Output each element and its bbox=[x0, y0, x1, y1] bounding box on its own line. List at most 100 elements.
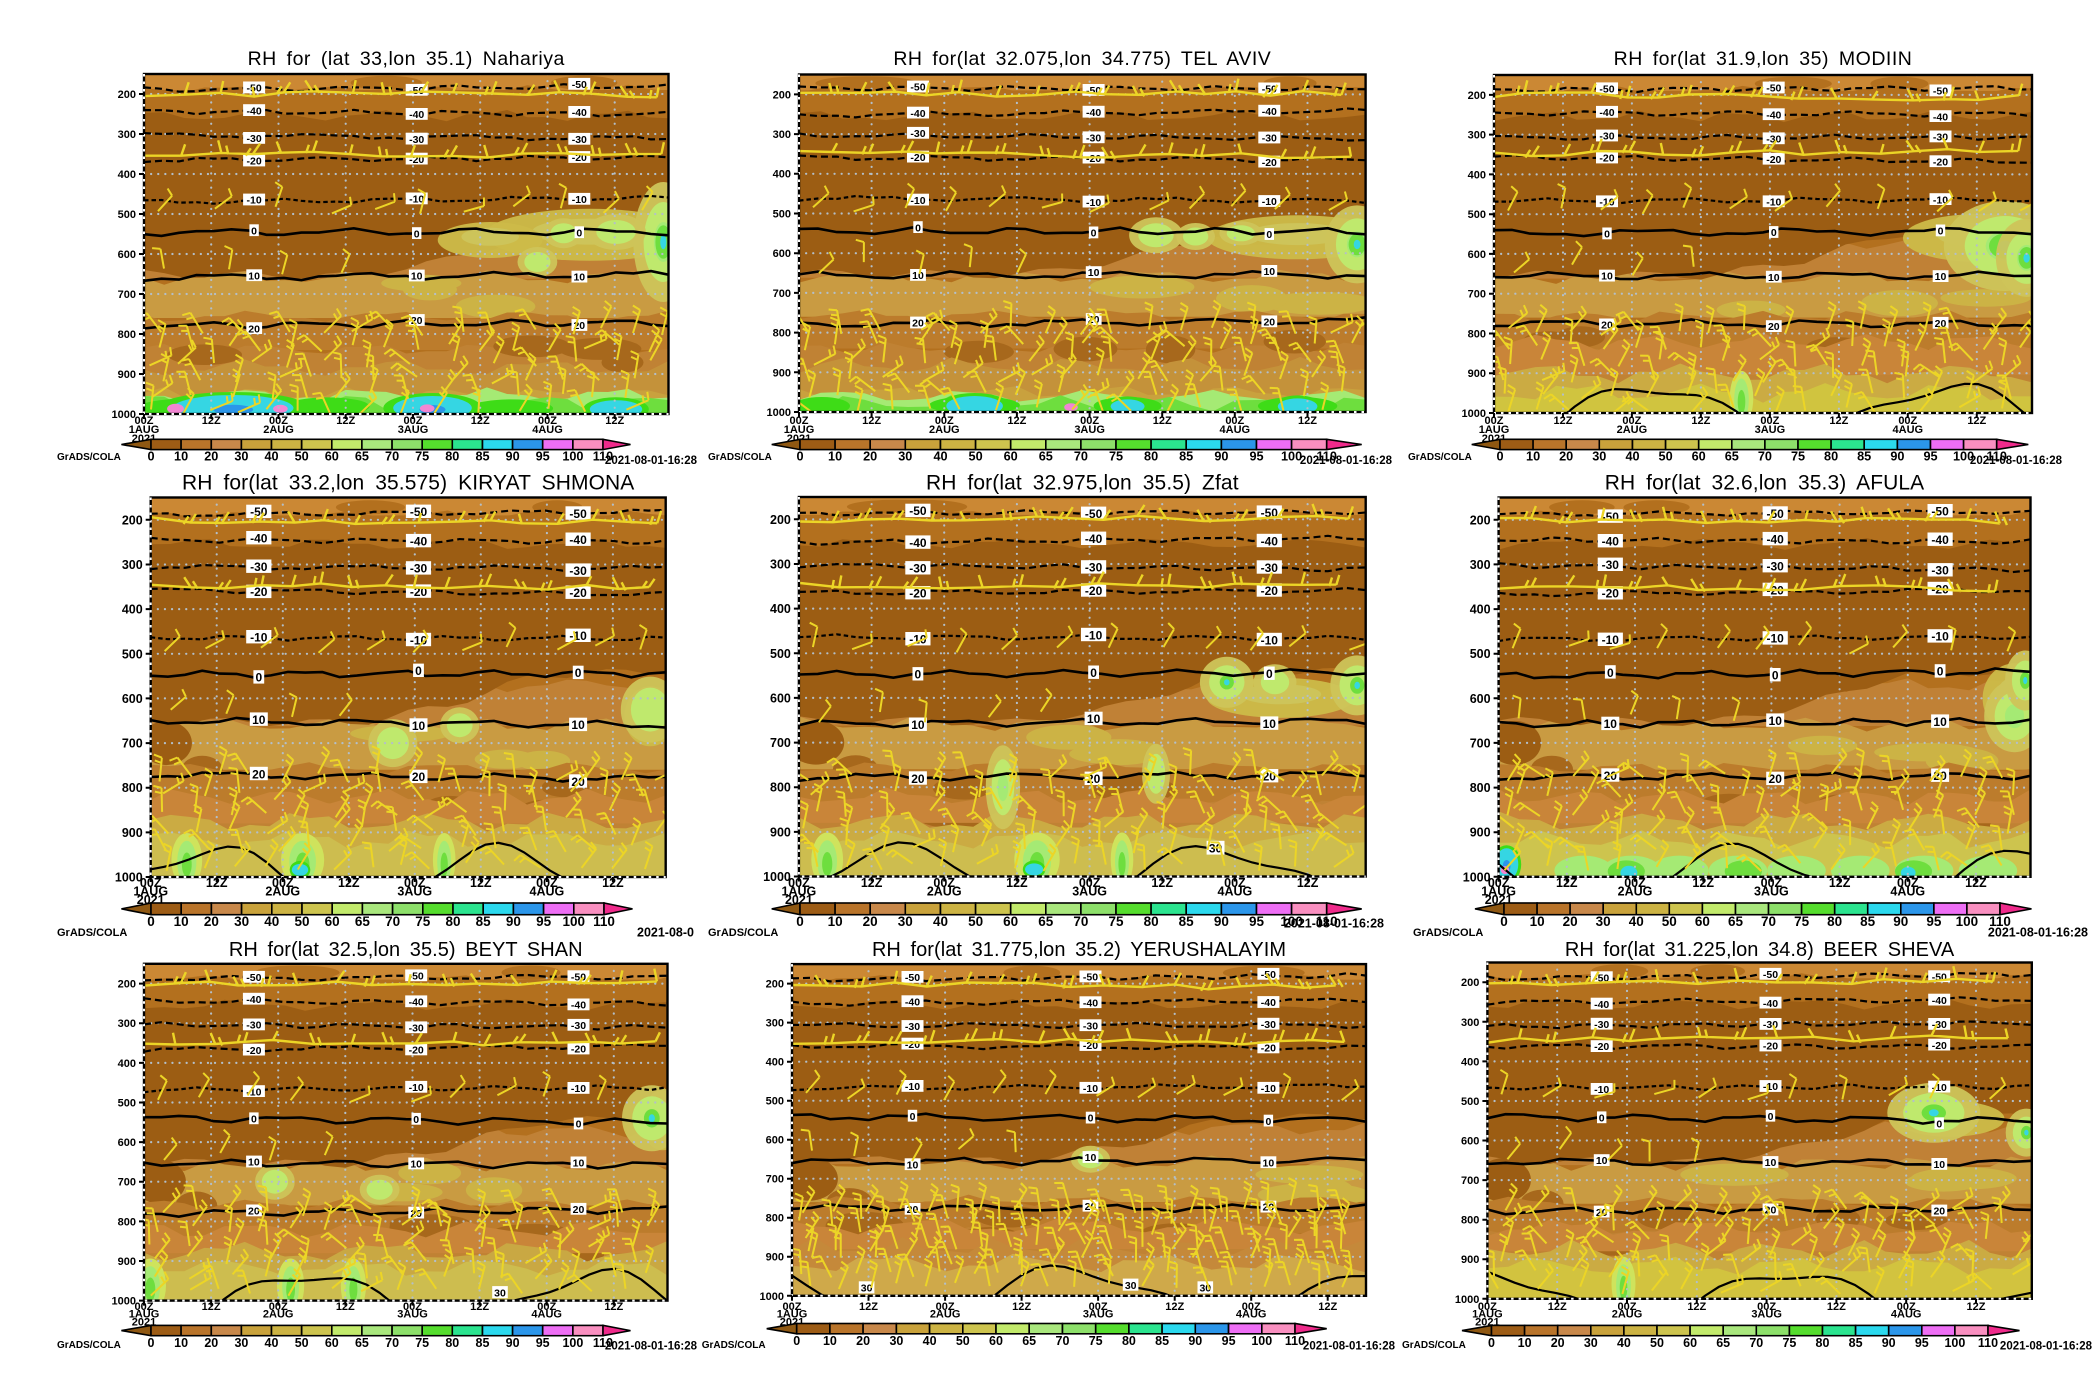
svg-text:-30: -30 bbox=[1933, 132, 1948, 144]
svg-text:300: 300 bbox=[118, 1018, 136, 1030]
svg-text:-30: -30 bbox=[910, 128, 925, 140]
svg-text:30: 30 bbox=[494, 1287, 506, 1299]
svg-text:0: 0 bbox=[1266, 229, 1272, 241]
svg-text:12Z: 12Z bbox=[1967, 415, 1986, 427]
svg-text:0: 0 bbox=[1768, 1111, 1774, 1123]
svg-text:00Z: 00Z bbox=[272, 876, 294, 890]
svg-text:20: 20 bbox=[412, 770, 426, 784]
svg-text:-20: -20 bbox=[1083, 1040, 1098, 1052]
svg-text:10: 10 bbox=[1933, 1159, 1945, 1171]
svg-text:95: 95 bbox=[1222, 1334, 1236, 1348]
svg-text:2AUG: 2AUG bbox=[929, 424, 960, 436]
svg-text:3AUG: 3AUG bbox=[398, 424, 429, 436]
svg-text:2021-08-01-16:28: 2021-08-01-16:28 bbox=[605, 1341, 698, 1353]
svg-text:00Z: 00Z bbox=[537, 1301, 556, 1313]
svg-text:2AUG: 2AUG bbox=[263, 1309, 294, 1321]
svg-text:-50: -50 bbox=[910, 82, 925, 94]
svg-text:12Z: 12Z bbox=[604, 1301, 623, 1313]
svg-text:65: 65 bbox=[1022, 1334, 1036, 1348]
svg-text:40: 40 bbox=[264, 450, 278, 464]
svg-text:12Z: 12Z bbox=[1691, 415, 1710, 427]
svg-text:10: 10 bbox=[911, 718, 925, 732]
svg-text:-50: -50 bbox=[909, 504, 927, 518]
svg-text:10: 10 bbox=[912, 270, 924, 282]
svg-text:500: 500 bbox=[773, 208, 791, 220]
svg-text:GrADS/COLA: GrADS/COLA bbox=[702, 1340, 766, 1351]
svg-text:12Z: 12Z bbox=[1298, 415, 1317, 427]
svg-text:12Z: 12Z bbox=[1318, 1301, 1337, 1313]
svg-text:12Z: 12Z bbox=[1556, 876, 1578, 890]
svg-text:20: 20 bbox=[1563, 914, 1578, 929]
svg-text:95: 95 bbox=[1915, 1336, 1929, 1350]
svg-text:50: 50 bbox=[968, 914, 983, 929]
svg-text:0: 0 bbox=[1088, 1113, 1094, 1125]
svg-text:10: 10 bbox=[1768, 272, 1780, 284]
svg-text:12Z: 12Z bbox=[605, 415, 624, 427]
svg-text:00Z: 00Z bbox=[783, 1301, 802, 1313]
svg-text:-10: -10 bbox=[571, 1083, 586, 1095]
svg-text:-50: -50 bbox=[409, 971, 424, 983]
svg-text:00Z: 00Z bbox=[1897, 876, 1919, 890]
svg-text:200: 200 bbox=[122, 513, 143, 527]
svg-text:00Z: 00Z bbox=[1760, 415, 1779, 427]
svg-text:65: 65 bbox=[1039, 450, 1053, 464]
svg-text:400: 400 bbox=[1470, 603, 1491, 617]
svg-text:12Z: 12Z bbox=[202, 415, 221, 427]
svg-text:60: 60 bbox=[325, 450, 339, 464]
svg-text:20: 20 bbox=[1935, 318, 1947, 330]
svg-text:4AUG: 4AUG bbox=[530, 885, 565, 899]
svg-text:10: 10 bbox=[1518, 1336, 1532, 1350]
svg-text:-30: -30 bbox=[1261, 561, 1279, 575]
svg-text:-30: -30 bbox=[905, 1021, 920, 1033]
svg-text:1AUG: 1AUG bbox=[782, 885, 817, 899]
svg-text:-40: -40 bbox=[250, 532, 268, 546]
svg-text:0: 0 bbox=[147, 914, 155, 929]
svg-text:2021-08-01-16:28: 2021-08-01-16:28 bbox=[2000, 1341, 2093, 1353]
svg-text:-30: -30 bbox=[1602, 558, 1620, 572]
svg-text:70: 70 bbox=[385, 914, 400, 929]
svg-text:10: 10 bbox=[1933, 715, 1947, 729]
svg-text:20: 20 bbox=[907, 1204, 919, 1216]
svg-text:3AUG: 3AUG bbox=[1751, 1309, 1782, 1321]
svg-text:200: 200 bbox=[1468, 90, 1486, 102]
svg-text:-20: -20 bbox=[1933, 156, 1948, 168]
svg-text:300: 300 bbox=[122, 558, 143, 572]
svg-text:10: 10 bbox=[828, 914, 843, 929]
svg-text:00Z: 00Z bbox=[1079, 876, 1101, 890]
svg-text:110: 110 bbox=[593, 450, 613, 464]
svg-text:00Z: 00Z bbox=[1080, 415, 1099, 427]
svg-text:400: 400 bbox=[1461, 1056, 1479, 1068]
svg-text:00Z: 00Z bbox=[788, 876, 810, 890]
svg-text:00Z: 00Z bbox=[536, 876, 558, 890]
svg-text:20: 20 bbox=[1263, 317, 1275, 329]
svg-text:1AUG: 1AUG bbox=[129, 424, 160, 436]
svg-text:-40: -40 bbox=[909, 536, 927, 550]
svg-text:0: 0 bbox=[1938, 226, 1944, 238]
svg-text:10: 10 bbox=[1085, 1152, 1097, 1164]
svg-text:0: 0 bbox=[910, 1111, 916, 1123]
svg-text:-10: -10 bbox=[905, 1081, 920, 1093]
svg-text:900: 900 bbox=[1470, 826, 1491, 840]
svg-text:2021-08-01-16:28: 2021-08-01-16:28 bbox=[1303, 1341, 1396, 1353]
svg-text:-40: -40 bbox=[1599, 107, 1614, 119]
svg-text:1000: 1000 bbox=[763, 870, 791, 884]
svg-text:200: 200 bbox=[773, 89, 791, 101]
svg-text:20: 20 bbox=[1765, 1205, 1777, 1217]
svg-text:4AUG: 4AUG bbox=[1218, 885, 1253, 899]
svg-text:0: 0 bbox=[1488, 1336, 1495, 1350]
svg-text:RH for(lat 31.9,lon 35) MODIIN: RH for(lat 31.9,lon 35) MODIIN bbox=[1614, 48, 1913, 70]
svg-text:-30: -30 bbox=[1262, 133, 1277, 145]
svg-text:-10: -10 bbox=[1767, 632, 1785, 646]
svg-text:0: 0 bbox=[915, 668, 922, 682]
svg-text:GrADS/COLA: GrADS/COLA bbox=[708, 927, 778, 939]
svg-text:300: 300 bbox=[118, 129, 136, 141]
svg-text:-30: -30 bbox=[1599, 131, 1614, 143]
svg-text:-10: -10 bbox=[1766, 197, 1781, 209]
svg-text:1000: 1000 bbox=[112, 409, 136, 421]
svg-text:800: 800 bbox=[770, 781, 791, 795]
svg-text:-20: -20 bbox=[1085, 584, 1103, 598]
svg-text:-50: -50 bbox=[250, 505, 268, 519]
svg-text:400: 400 bbox=[122, 603, 143, 617]
svg-text:700: 700 bbox=[1461, 1175, 1479, 1187]
svg-text:00Z: 00Z bbox=[1488, 876, 1510, 890]
